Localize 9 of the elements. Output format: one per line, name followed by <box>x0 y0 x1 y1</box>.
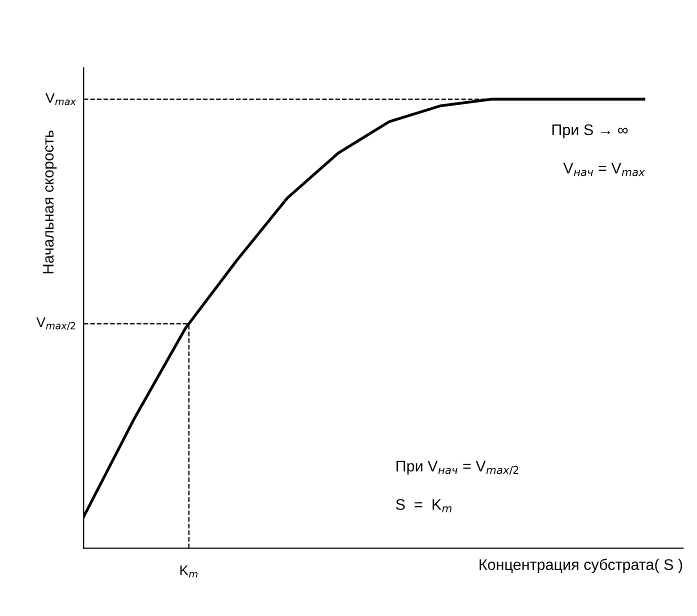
text: K$_{m}$ <box>180 566 198 578</box>
ref-line-label: V$_{max}$ <box>46 93 76 106</box>
annotation: При S → ∞ <box>552 124 628 138</box>
annotation: S = K$_{m}$ <box>396 499 452 512</box>
ref-line-label: V$_{max/2}$ <box>36 317 76 330</box>
y-axis-title: Начальная скорость <box>42 130 57 274</box>
x-axis-title: Концентрация субстрата( S ) <box>480 558 682 574</box>
annotation: V$_{нач}$ = V$_{max}$ <box>563 162 645 176</box>
annotation: При V$_{нач}$ = V$_{max/2}$ <box>396 460 518 475</box>
